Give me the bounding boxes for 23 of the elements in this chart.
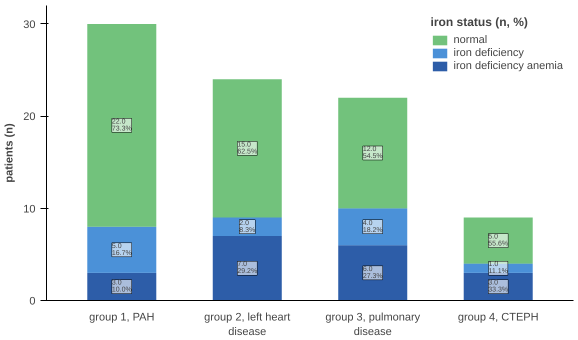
legend-label: iron deficiency xyxy=(454,47,524,59)
bar xyxy=(87,272,156,300)
x-tick-label: group 2, left heart disease xyxy=(204,312,290,338)
x-tick-label: group 3, pulmonary disease xyxy=(325,312,421,338)
bar xyxy=(87,24,156,227)
bar xyxy=(212,218,282,236)
legend-title: iron status (n, %) xyxy=(430,15,529,29)
bar xyxy=(464,272,533,300)
legend-label: normal xyxy=(454,34,488,46)
bar xyxy=(338,245,408,300)
bar xyxy=(87,226,156,273)
bar xyxy=(212,236,282,300)
bar xyxy=(338,98,408,208)
x-tick-label: group 4, CTEPH xyxy=(458,312,539,324)
legend-label: iron deficiency anemia xyxy=(454,60,563,72)
y-axis-title: patients (n) xyxy=(3,123,16,183)
y-tick-label: 0 xyxy=(29,296,36,308)
bar xyxy=(338,208,408,246)
bar xyxy=(212,79,282,218)
y-tick-label: 10 xyxy=(23,203,36,216)
y-tick-label: 20 xyxy=(23,111,36,124)
x-tick-label: group 1, PAH xyxy=(89,312,154,324)
y-tick-label: 30 xyxy=(23,18,36,31)
